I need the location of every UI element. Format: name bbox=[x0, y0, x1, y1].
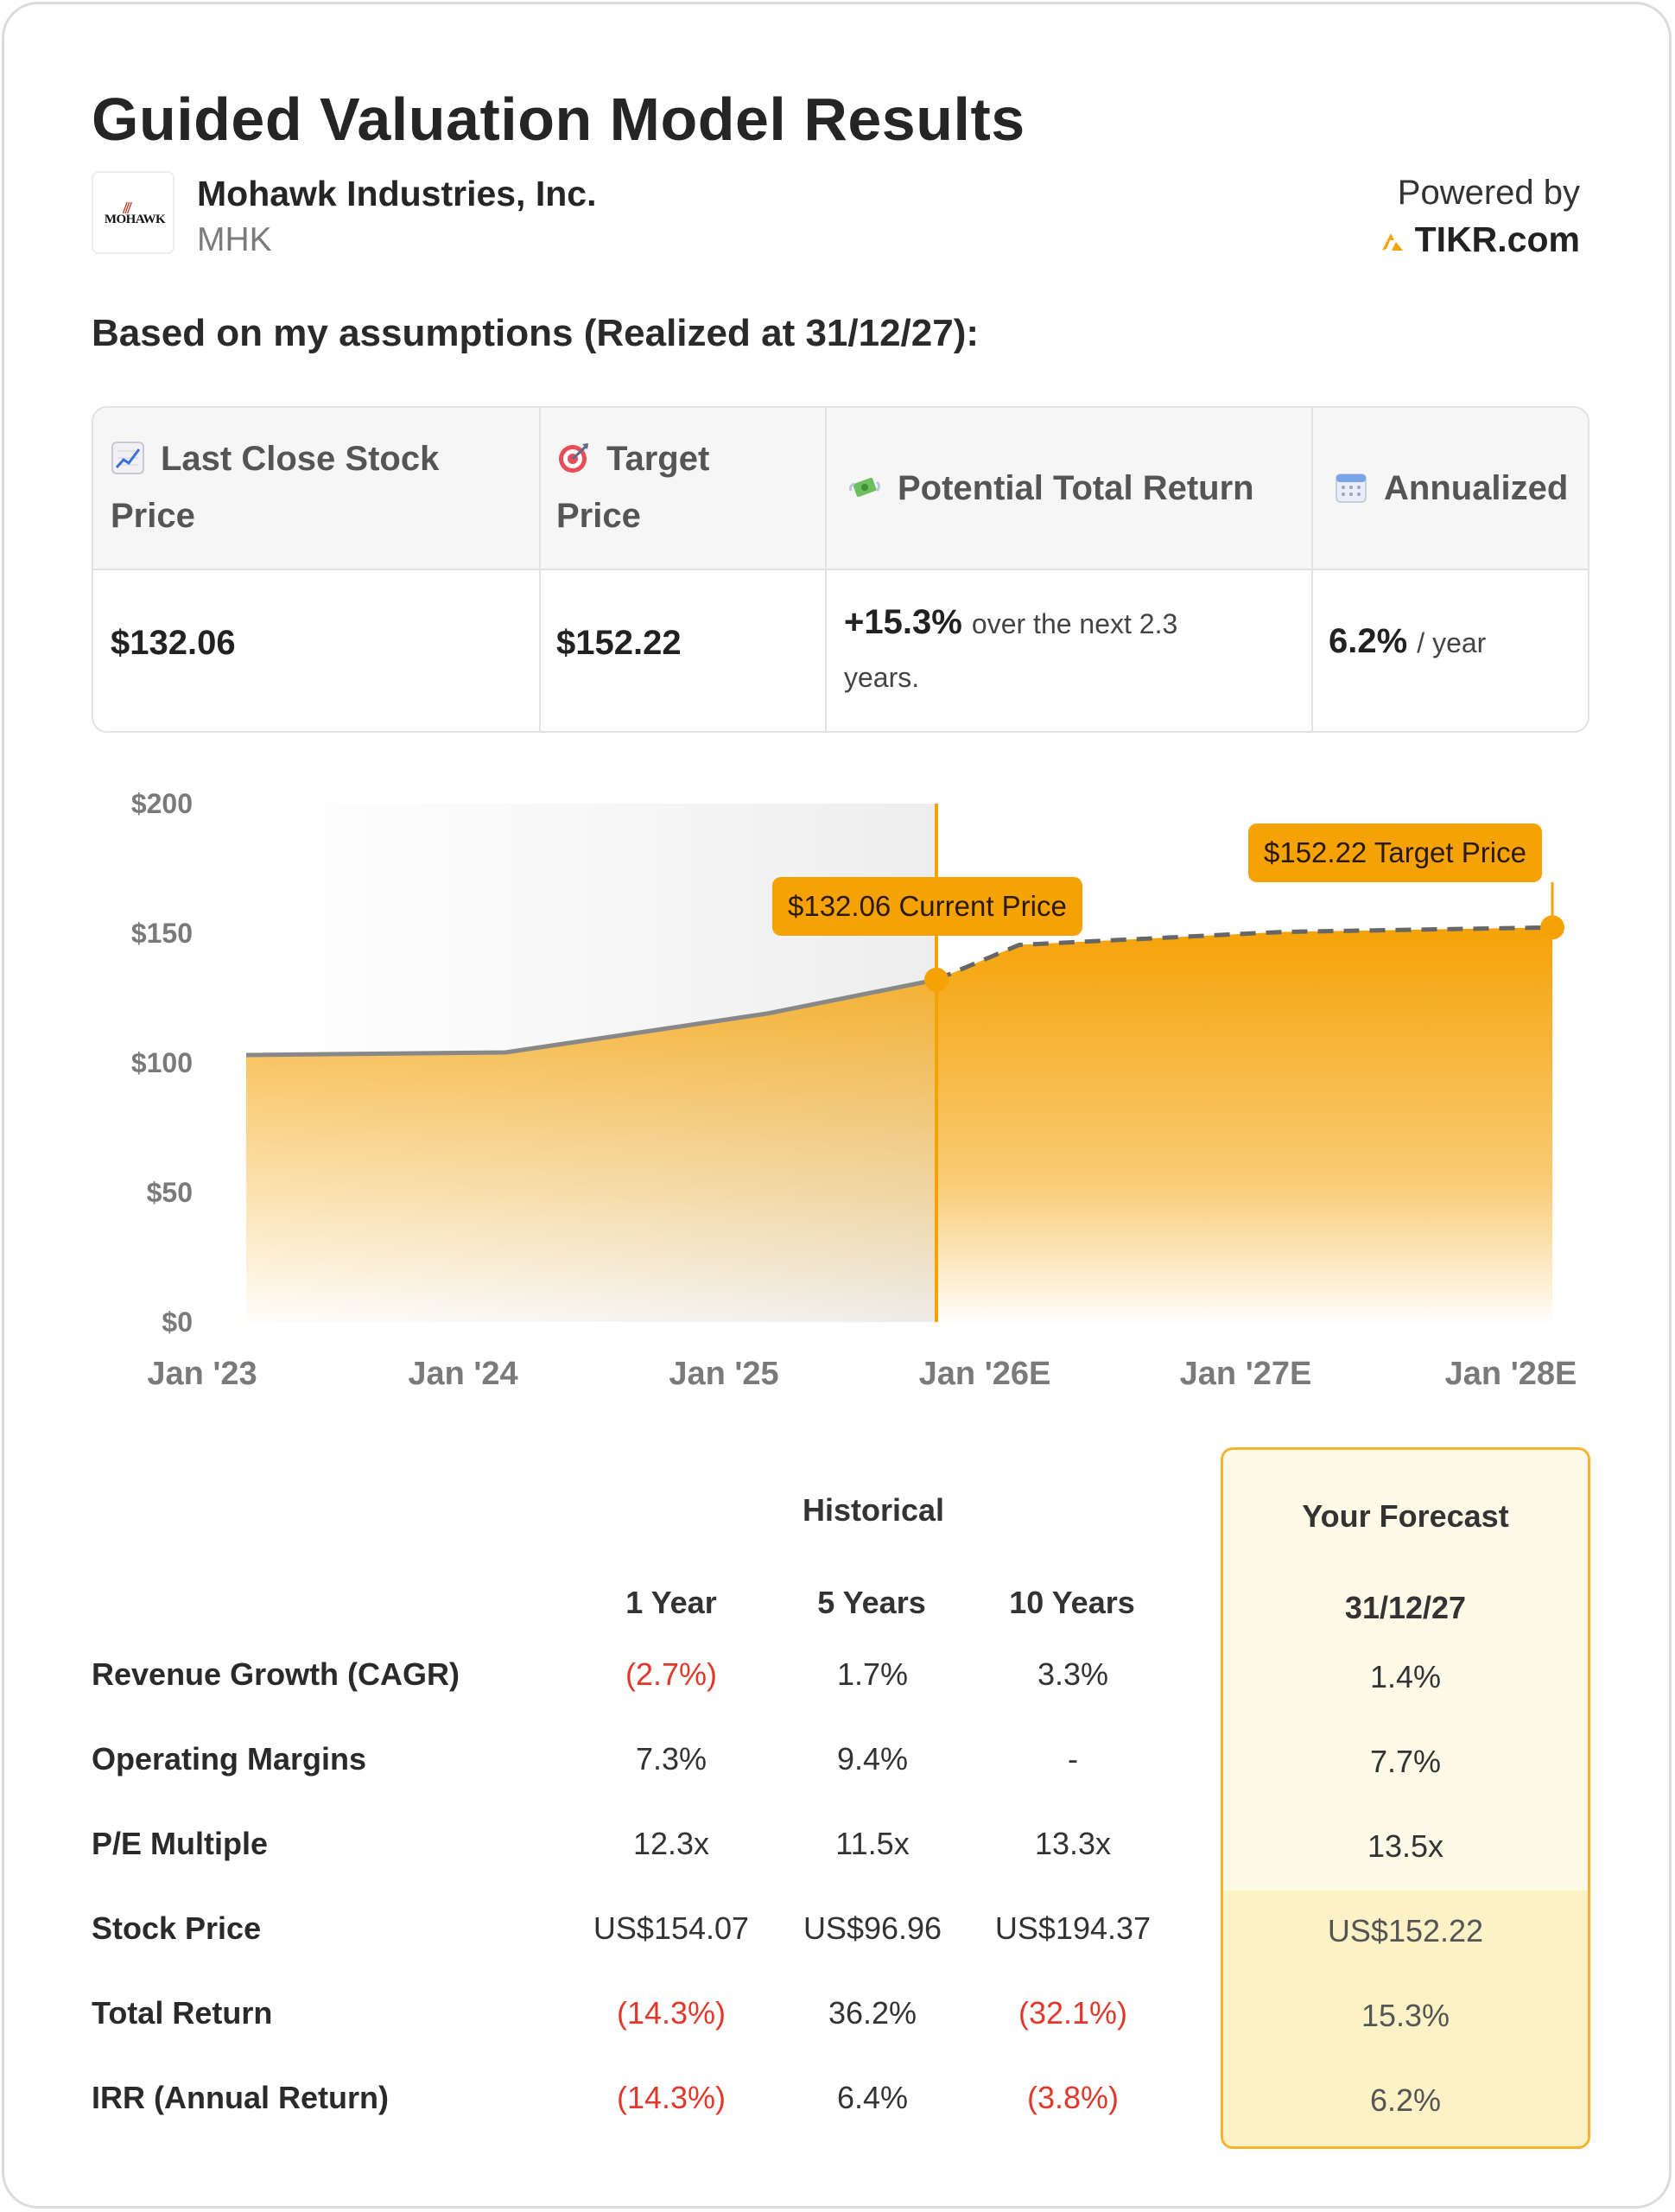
potential-return-detail-line2: years. bbox=[844, 662, 920, 693]
table-cell: US$96.96 bbox=[803, 1910, 942, 1946]
table-cell: 1.7% bbox=[836, 1656, 909, 1692]
row-label: Total Return bbox=[92, 1995, 273, 2031]
current-price-tooltip: $132.06 Current Price bbox=[772, 877, 1082, 936]
potential-return-detail: over the next 2.3 bbox=[971, 608, 1178, 639]
table-cell: 6.4% bbox=[836, 2080, 909, 2115]
forecast-cell: 1.4% bbox=[1369, 1659, 1442, 1694]
y-tick-label: $100 bbox=[131, 1047, 193, 1078]
last-close-value: $132.06 bbox=[111, 624, 236, 662]
page-title: Guided Valuation Model Results bbox=[92, 86, 1025, 153]
current-price-marker[interactable] bbox=[924, 967, 949, 992]
logo-wordmark: MOHAWK bbox=[104, 213, 166, 226]
col-header-1y: 1 Year bbox=[625, 1585, 717, 1620]
target-icon bbox=[559, 443, 589, 473]
table-cell: (3.8%) bbox=[1026, 2080, 1120, 2115]
row-label: Stock Price bbox=[92, 1910, 262, 1946]
table-cell: 9.4% bbox=[836, 1741, 909, 1777]
table-cell: 7.3% bbox=[635, 1741, 707, 1777]
col-header-10y: 10 Years bbox=[1009, 1585, 1135, 1620]
historical-title: Historical bbox=[802, 1492, 945, 1528]
forecast-title: Your Forecast bbox=[1302, 1498, 1509, 1534]
row-label: Revenue Growth (CAGR) bbox=[92, 1656, 460, 1692]
x-tick-label: Jan '25 bbox=[669, 1356, 778, 1392]
metric-label: Annualized bbox=[1384, 469, 1569, 507]
forecast-panel: Your Forecast 31/12/27 bbox=[1221, 1447, 1590, 2149]
powered-by-label: Powered by bbox=[1397, 174, 1580, 212]
metrics-table: Last Close Stock Price $132.06 Target Pr… bbox=[92, 406, 1589, 733]
forecast-cell: 13.5x bbox=[1367, 1828, 1444, 1864]
brand-name: TIKR.com bbox=[1414, 219, 1580, 259]
x-tick-label: Jan '23 bbox=[147, 1356, 257, 1392]
forecast-line bbox=[936, 925, 1553, 982]
forecast-cell: 7.7% bbox=[1369, 1744, 1442, 1779]
forecast-cell: 6.2% bbox=[1369, 2082, 1442, 2118]
table-cell: 36.2% bbox=[828, 1995, 917, 2031]
row-label: Operating Margins bbox=[92, 1741, 367, 1777]
table-cell: US$154.07 bbox=[593, 1910, 750, 1946]
y-tick-label: $200 bbox=[131, 788, 193, 819]
table-cell: 3.3% bbox=[1037, 1656, 1109, 1692]
x-tick-label: Jan '24 bbox=[408, 1356, 517, 1392]
logo-mark-icon: /// bbox=[123, 199, 132, 218]
historical-area bbox=[246, 979, 936, 1322]
metric-label-line2: Price bbox=[111, 497, 195, 535]
forecast-area bbox=[936, 927, 1552, 1322]
price-chart-svg: $200 $150 $100 $50 $0 Jan '23 Jan '24 Jan '25 J… bbox=[131, 788, 1577, 1392]
potential-return-value: +15.3% bbox=[844, 603, 962, 641]
metric-potential-return: Potential Total Return +15.3% over the n… bbox=[827, 408, 1313, 731]
y-tick-label: $150 bbox=[131, 918, 193, 949]
table-cell: (14.3%) bbox=[616, 2080, 726, 2115]
money-with-wings-icon bbox=[849, 477, 880, 498]
tikr-logo-icon bbox=[1381, 232, 1403, 251]
target-price-tooltip: $152.22 Target Price bbox=[1248, 823, 1542, 882]
col-header-5y: 5 Years bbox=[817, 1585, 926, 1620]
row-label: IRR (Annual Return) bbox=[92, 2080, 389, 2115]
row-label: P/E Multiple bbox=[92, 1826, 269, 1861]
forecast-date: 31/12/27 bbox=[1344, 1590, 1467, 1625]
forecast-cell: 15.3% bbox=[1361, 1998, 1450, 2033]
historical-line bbox=[245, 977, 937, 1058]
metric-label: Potential Total Return bbox=[898, 469, 1254, 507]
metric-label: Last Close Stock bbox=[161, 440, 440, 478]
company-name: Mohawk Industries, Inc. bbox=[197, 174, 597, 213]
table-cell: 13.3x bbox=[1034, 1826, 1112, 1861]
table-cell: 11.5x bbox=[835, 1826, 910, 1861]
y-tick-label: $0 bbox=[162, 1306, 193, 1338]
table-cell: - bbox=[1068, 1741, 1078, 1777]
target-price-marker[interactable] bbox=[1540, 915, 1564, 940]
metric-label: Target bbox=[606, 440, 710, 478]
brand-link[interactable]: TIKR.com bbox=[1379, 219, 1580, 260]
annualized-unit: / year bbox=[1417, 627, 1487, 658]
company-ticker: MHK bbox=[197, 221, 272, 258]
price-chart: $200 $150 $100 $50 $0 Jan '23 Jan '24 Jan '25 J… bbox=[4, 765, 1675, 1421]
x-tick-label: Jan '27E bbox=[1180, 1356, 1312, 1392]
metric-last-close: Last Close Stock Price $132.06 bbox=[93, 408, 541, 731]
table-cell: 12.3x bbox=[632, 1826, 710, 1861]
metric-annualized: Annualized 6.2% / year bbox=[1313, 408, 1588, 731]
table-cell: US$194.37 bbox=[994, 1910, 1152, 1946]
annualized-value: 6.2% bbox=[1329, 622, 1408, 660]
y-tick-label: $50 bbox=[147, 1177, 193, 1208]
calendar-icon bbox=[1336, 474, 1367, 503]
target-value: $152.22 bbox=[556, 624, 682, 662]
x-tick-label: Jan '26E bbox=[919, 1356, 1051, 1392]
assumptions-heading: Based on my assumptions (Realized at 31/… bbox=[92, 312, 980, 354]
table-cell: (32.1%) bbox=[1018, 1995, 1128, 2031]
table-cell: (14.3%) bbox=[616, 1995, 726, 2031]
metric-label-line2: Price bbox=[556, 497, 641, 535]
company-logo: /// MOHAWK bbox=[92, 171, 174, 254]
table-cell: (2.7%) bbox=[625, 1656, 718, 1692]
forecast-cell: US$152.22 bbox=[1327, 1913, 1484, 1948]
x-tick-label: Jan '28E bbox=[1445, 1356, 1577, 1392]
chart-increasing-icon bbox=[111, 442, 144, 474]
forecast-highlight-band bbox=[1223, 1891, 1588, 2146]
metric-target: Target Price $152.22 bbox=[541, 408, 827, 731]
